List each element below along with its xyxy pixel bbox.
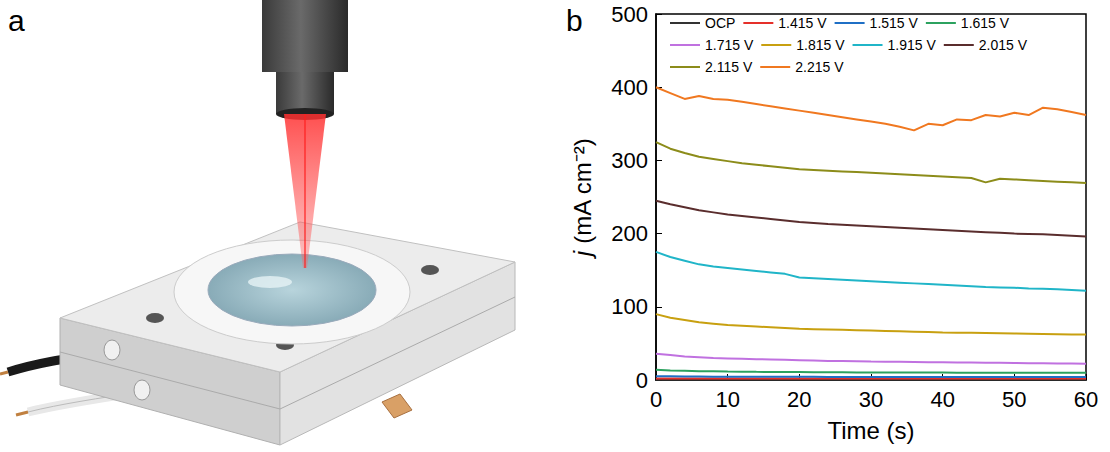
html-text:b: b bbox=[566, 4, 583, 37]
svg-text:300: 300 bbox=[611, 148, 648, 173]
svg-text:1.915 V: 1.915 V bbox=[888, 37, 937, 53]
svg-text:2.015 V: 2.015 V bbox=[979, 37, 1028, 53]
svg-text:0: 0 bbox=[650, 387, 662, 412]
svg-text:OCP: OCP bbox=[705, 15, 735, 31]
svg-text:Time (s): Time (s) bbox=[827, 417, 914, 444]
svg-text:10: 10 bbox=[715, 387, 739, 412]
svg-text:100: 100 bbox=[611, 294, 648, 319]
svg-text:1.615 V: 1.615 V bbox=[961, 15, 1010, 31]
svg-text:60: 60 bbox=[1074, 387, 1098, 412]
svg-text:200: 200 bbox=[611, 221, 648, 246]
svg-text:20: 20 bbox=[787, 387, 811, 412]
html-text:a: a bbox=[8, 4, 25, 37]
svg-text:40: 40 bbox=[930, 387, 954, 412]
svg-text:(mA cm⁻²): (mA cm⁻²) bbox=[569, 138, 596, 250]
svg-text:1.415 V: 1.415 V bbox=[778, 15, 827, 31]
svg-text:2.215 V: 2.215 V bbox=[795, 59, 844, 75]
svg-text:50: 50 bbox=[1002, 387, 1026, 412]
svg-text:30: 30 bbox=[859, 387, 883, 412]
svg-text:1.715 V: 1.715 V bbox=[705, 37, 754, 53]
svg-text:1.815 V: 1.815 V bbox=[796, 37, 845, 53]
svg-text:0: 0 bbox=[636, 368, 648, 393]
svg-text:1.515 V: 1.515 V bbox=[870, 15, 919, 31]
svg-text:j: j bbox=[569, 250, 596, 259]
svg-text:2.115 V: 2.115 V bbox=[705, 59, 753, 75]
svg-text:400: 400 bbox=[611, 75, 648, 100]
svg-text:500: 500 bbox=[611, 2, 648, 27]
